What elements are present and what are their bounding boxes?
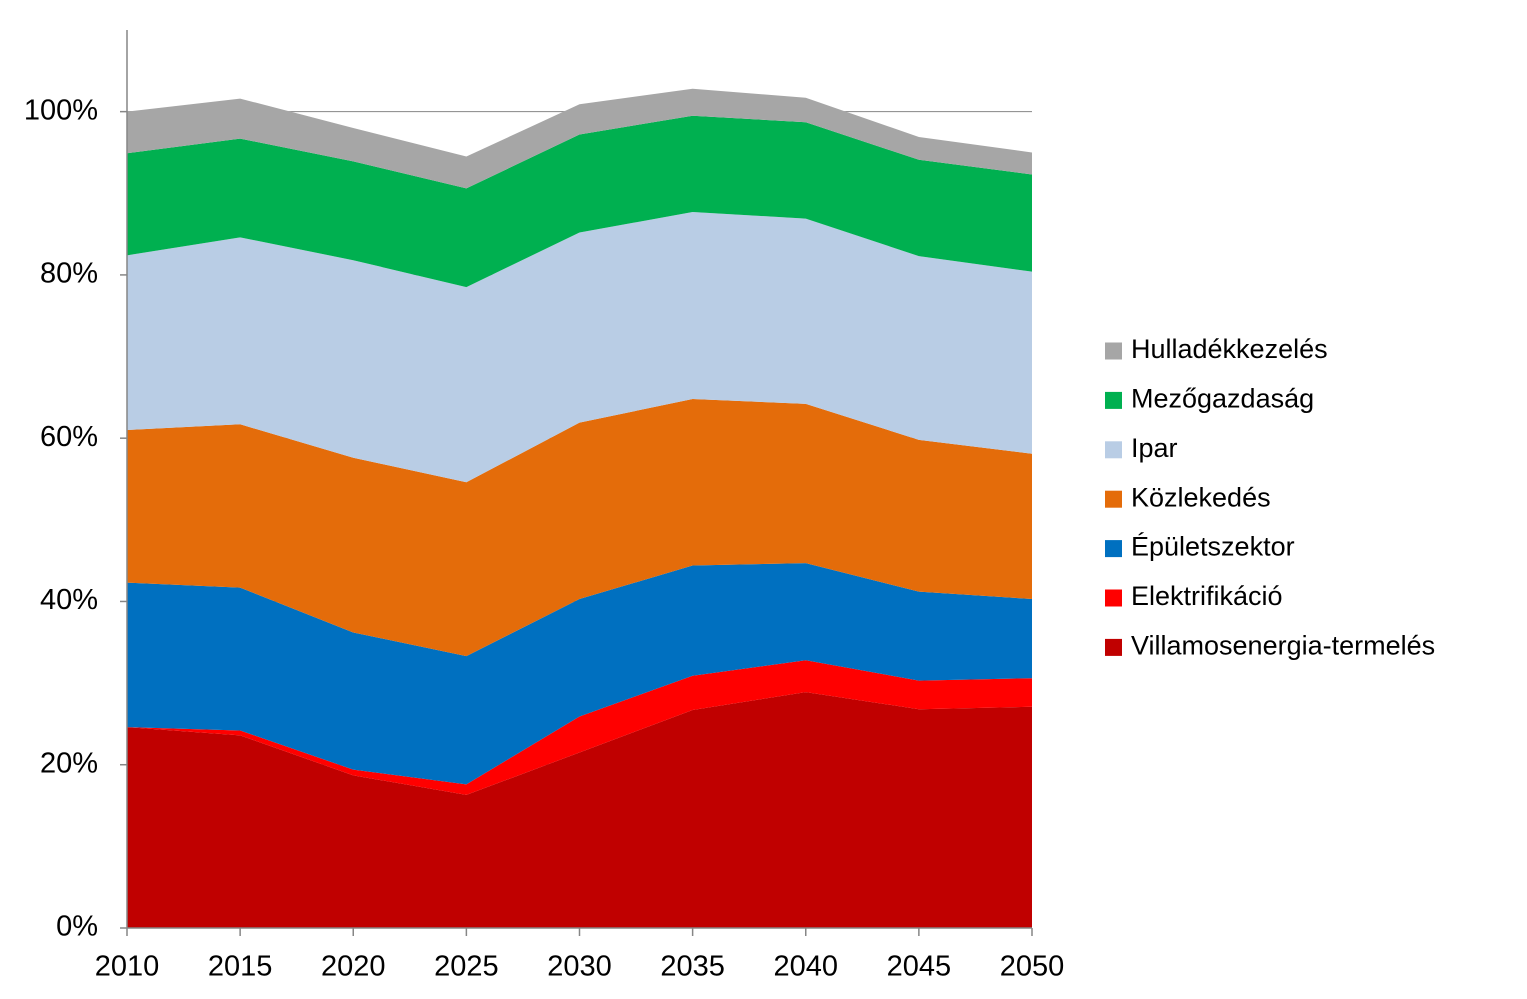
legend-label: Elektrifikáció (1131, 581, 1283, 611)
y-tick-label: 100% (24, 94, 98, 126)
x-tick-label: 2025 (434, 951, 499, 983)
x-tick-label: 2015 (208, 951, 273, 983)
y-tick-label: 60% (40, 421, 98, 453)
area (127, 563, 1032, 785)
legend-label: Közlekedés (1131, 482, 1271, 512)
legend-swatch (1105, 342, 1122, 360)
x-tick-label: 2035 (660, 951, 725, 983)
x-tick-label: 2040 (773, 951, 838, 983)
area (127, 88, 1032, 189)
legend-label: Mezőgazdaság (1131, 384, 1314, 414)
legend-swatch (1105, 441, 1122, 459)
legend-swatch (1105, 490, 1122, 508)
legend-swatch (1105, 638, 1122, 656)
y-tick-label: 0% (56, 911, 98, 943)
x-tick-label: 2045 (887, 951, 952, 983)
legend-swatch (1105, 540, 1122, 558)
y-tick-label: 80% (40, 258, 98, 290)
area (127, 398, 1032, 657)
area (127, 115, 1032, 288)
x-tick-label: 2050 (1000, 951, 1065, 983)
x-tick-label: 2030 (547, 951, 612, 983)
area (127, 212, 1032, 483)
y-tick-label: 20% (40, 747, 98, 779)
legend-label: Ipar (1131, 433, 1178, 463)
x-tick-label: 2010 (95, 951, 160, 983)
area (127, 692, 1032, 928)
legend-swatch (1105, 589, 1122, 607)
legend-label: Épületszektor (1131, 532, 1295, 562)
x-tick-label: 2020 (321, 951, 386, 983)
area (127, 660, 1032, 795)
y-tick-label: 40% (40, 584, 98, 616)
legend-label: Villamosenergia-termelés (1131, 631, 1435, 661)
legend-label: Hulladékkezelés (1131, 334, 1328, 364)
legend-swatch (1105, 391, 1122, 409)
